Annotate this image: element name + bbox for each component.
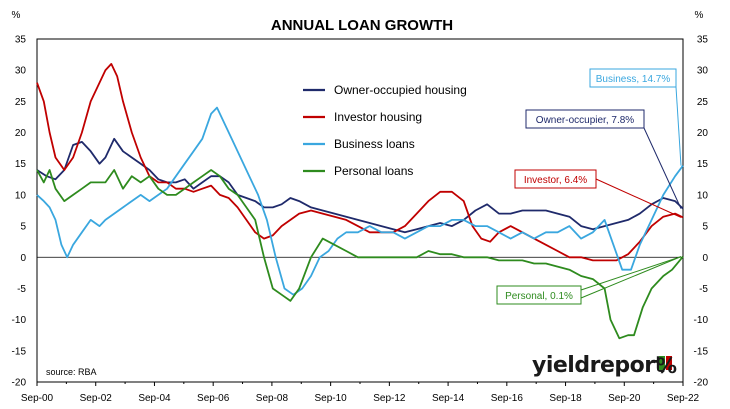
y-tick-label-right: 30 xyxy=(697,66,709,77)
y-tick-label-right: -10 xyxy=(694,315,709,326)
callout-label: Investor, 6.4% xyxy=(524,175,587,186)
source-note: source: RBA xyxy=(46,367,97,377)
callout-box xyxy=(496,285,582,305)
yieldreport-logo: yieldreport % xyxy=(532,353,677,378)
callout-box xyxy=(525,109,645,129)
legend: Owner-occupied housing Investor housing Bu… xyxy=(303,83,467,178)
y-tick-label-left: -20 xyxy=(12,378,27,389)
right-y-axis: 35 30 25 20 15 10 5 0 -5 -10 -15 -20 xyxy=(694,35,709,389)
y-tick-label-left: 10 xyxy=(15,190,27,201)
callout-box xyxy=(514,169,597,189)
y-tick-label-right: 10 xyxy=(697,190,709,201)
legend-label: Personal loans xyxy=(334,164,413,178)
x-axis: Sep-00 Sep-02 Sep-04 Sep-06 Sep-08 Sep-10 Sep-… xyxy=(21,382,700,404)
y-tick-label-left: 0 xyxy=(20,253,26,264)
x-tick-label: Sep-12 xyxy=(373,393,406,404)
logo-percent: % xyxy=(656,354,677,378)
y-tick-label-right: 20 xyxy=(697,128,709,139)
x-tick-label: Sep-18 xyxy=(549,393,582,404)
x-tick-label: Sep-22 xyxy=(667,393,700,404)
y-tick-label-right: -20 xyxy=(694,378,709,389)
x-tick-label: Sep-06 xyxy=(197,393,230,404)
y-tick-label-right: 5 xyxy=(702,222,708,233)
callout-label: Personal, 0.1% xyxy=(505,291,573,302)
legend-label: Owner-occupied housing xyxy=(334,83,467,97)
y-tick-label-left: -5 xyxy=(17,284,26,295)
series-line-business-loans xyxy=(36,106,684,296)
series-line-investor-housing xyxy=(36,63,684,262)
y-tick-label-right: -15 xyxy=(694,346,709,357)
y-tick-label-left: 15 xyxy=(15,159,27,170)
x-tick-label: Sep-20 xyxy=(608,393,641,404)
series-layer xyxy=(36,63,684,340)
left-y-axis: 35 30 25 20 15 10 5 0 -5 -10 -15 -20 xyxy=(12,35,27,389)
y-tick-label-left: 35 xyxy=(15,35,27,46)
x-tick-label: Sep-04 xyxy=(138,393,171,404)
callout-label: Business, 14.7% xyxy=(596,74,671,85)
series-line-personal-loans xyxy=(36,169,684,340)
left-axis-unit: % xyxy=(12,10,21,21)
callouts: Business, 14.7% Owner-occupier, 7.8% Inves… xyxy=(496,68,682,305)
x-tick-label: Sep-16 xyxy=(491,393,524,404)
series-line-owner-occupied-housing xyxy=(36,137,684,234)
legend-label: Business loans xyxy=(334,137,415,151)
callout-leader xyxy=(643,127,682,209)
percent-logo-icon: % xyxy=(656,354,677,378)
y-tick-label-right: 35 xyxy=(697,35,709,46)
callout-leader xyxy=(675,86,682,166)
y-tick-label-left: 20 xyxy=(15,128,27,139)
chart-title: ANNUAL LOAN GROWTH xyxy=(271,17,453,34)
x-tick-label: Sep-14 xyxy=(432,393,465,404)
x-tick-label: Sep-02 xyxy=(80,393,113,404)
y-tick-label-left: -10 xyxy=(12,315,27,326)
callout-leader xyxy=(580,256,682,291)
y-tick-label-right: 0 xyxy=(702,253,708,264)
y-tick-label-right: -5 xyxy=(699,284,708,295)
callout-box xyxy=(589,68,677,88)
y-tick-label-right: 25 xyxy=(697,97,709,108)
logo-text: yieldreport xyxy=(532,353,666,378)
y-tick-label-left: -15 xyxy=(12,346,27,357)
y-tick-label-left: 25 xyxy=(15,97,27,108)
x-tick-label: Sep-10 xyxy=(315,393,348,404)
x-tick-label: Sep-08 xyxy=(256,393,289,404)
right-axis-unit: % xyxy=(695,10,704,21)
legend-label: Investor housing xyxy=(334,110,422,124)
y-tick-label-left: 30 xyxy=(15,66,27,77)
callout-leader xyxy=(595,178,682,218)
y-tick-label-right: 15 xyxy=(697,159,709,170)
y-tick-label-left: 5 xyxy=(20,222,26,233)
x-tick-label: Sep-00 xyxy=(21,393,54,404)
callout-leader xyxy=(580,256,682,299)
callout-label: Owner-occupier, 7.8% xyxy=(536,115,634,126)
